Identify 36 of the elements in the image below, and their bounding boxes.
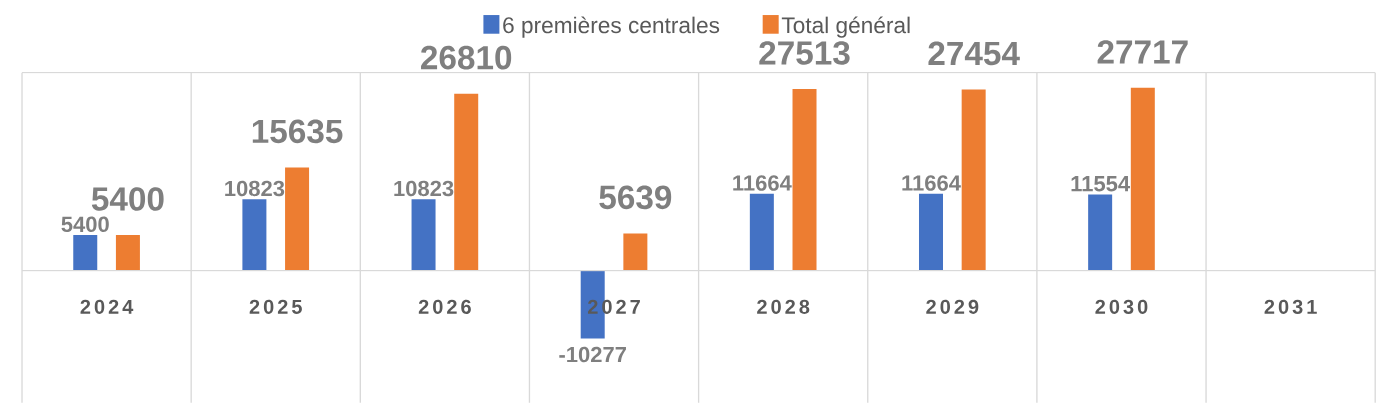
bar [411, 199, 436, 271]
data-label: 27717 [1097, 40, 1188, 64]
bar [285, 167, 310, 271]
data-label: 11554 [1071, 175, 1130, 192]
bar [961, 89, 986, 271]
legend-label: Total général [781, 16, 910, 38]
x-tick-label: 2026 [418, 299, 471, 314]
bar [115, 234, 140, 271]
data-label: 26810 [421, 45, 512, 70]
bar [749, 193, 774, 271]
data-label: 10823 [394, 180, 454, 197]
data-label: 5639 [599, 185, 672, 210]
data-label: 15635 [252, 119, 343, 144]
bar [623, 233, 648, 271]
data-label: 11664 [902, 175, 961, 191]
data-label: 5400 [61, 216, 109, 232]
x-tick-label: 2024 [80, 299, 134, 314]
x-tick-label: 2029 [926, 299, 979, 314]
data-label: 27454 [928, 41, 1020, 66]
data-label: 5400 [91, 187, 164, 211]
bar [1130, 87, 1155, 271]
bar [792, 88, 817, 271]
data-label: 11664 [733, 175, 792, 191]
bar [242, 199, 267, 271]
legend-label: 6 premières centrales [503, 16, 720, 38]
data-label: -10277 [559, 346, 626, 363]
data-label: 27513 [759, 41, 850, 65]
x-tick-label: 2030 [1095, 299, 1148, 314]
bar [454, 93, 479, 271]
bar [73, 234, 98, 271]
bar [919, 193, 943, 271]
x-tick-label: 2025 [249, 299, 302, 314]
bar [1088, 194, 1113, 271]
data-label: 10823 [225, 180, 285, 197]
x-tick-label: 2028 [757, 299, 810, 314]
x-tick-label: 2031 [1264, 299, 1317, 314]
